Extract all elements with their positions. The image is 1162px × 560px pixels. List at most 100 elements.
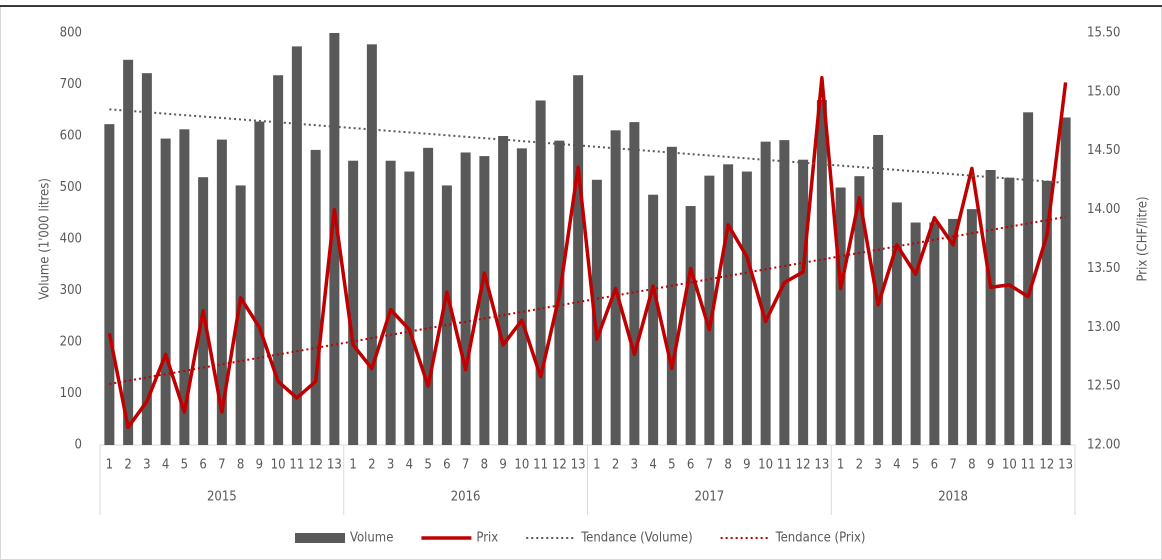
bar xyxy=(779,140,790,445)
x-tick-label: 8 xyxy=(237,458,244,473)
x-tick-label: 8 xyxy=(968,458,975,473)
x-tick-label: 3 xyxy=(143,458,150,473)
y2-axis-label: Prix (CHF/litre) xyxy=(1136,196,1151,281)
x-tick-label: 8 xyxy=(724,458,731,473)
x-tick-label: 12 xyxy=(308,458,323,473)
x-tick-label: 9 xyxy=(256,458,263,473)
bar xyxy=(385,160,396,445)
bar xyxy=(573,75,584,445)
y2-tick-label: 12.50 xyxy=(1087,379,1120,394)
x-group-label: 2018 xyxy=(938,490,968,505)
y2-tick-label: 12.00 xyxy=(1087,438,1120,453)
bar xyxy=(798,159,809,445)
bar xyxy=(498,136,509,445)
x-tick-label: 1 xyxy=(106,458,113,473)
x-tick-label: 3 xyxy=(631,458,638,473)
x-tick-label: 2 xyxy=(856,458,863,473)
bar xyxy=(104,124,115,445)
bar xyxy=(873,134,884,445)
bar xyxy=(629,122,640,445)
bar xyxy=(760,141,771,446)
x-tick-label: 2 xyxy=(612,458,619,473)
bar xyxy=(516,148,527,446)
y-tick-label: 600 xyxy=(60,129,82,144)
x-tick-label: 7 xyxy=(949,458,956,473)
bar xyxy=(329,33,340,445)
x-tick-label: 6 xyxy=(199,458,206,473)
y-tick-label: 300 xyxy=(60,283,82,298)
y-tick-label: 0 xyxy=(75,438,82,453)
y-axis-label: Volume (1'000 litres) xyxy=(38,178,53,300)
bar xyxy=(816,99,827,445)
y2-tick-label: 14.50 xyxy=(1087,143,1120,158)
bar xyxy=(273,75,284,445)
x-tick-label: 4 xyxy=(406,458,413,473)
x-tick-label: 5 xyxy=(668,458,675,473)
bar xyxy=(216,139,227,446)
bar xyxy=(1060,117,1071,446)
x-tick-label: 13 xyxy=(814,458,829,473)
bar xyxy=(441,185,452,445)
legend-swatch xyxy=(295,533,345,543)
bar xyxy=(929,222,940,445)
bar xyxy=(948,218,959,445)
x-group-label: 2017 xyxy=(694,490,724,505)
x-tick-label: 5 xyxy=(912,458,919,473)
bar xyxy=(910,222,921,445)
x-tick-label: 13 xyxy=(1058,458,1073,473)
x-tick-label: 8 xyxy=(481,458,488,473)
y2-tick-label: 15.00 xyxy=(1087,84,1120,99)
y2-tick-label: 14.00 xyxy=(1087,202,1120,217)
x-tick-label: 12 xyxy=(1039,458,1054,473)
bar xyxy=(123,59,134,445)
x-tick-label: 9 xyxy=(987,458,994,473)
x-tick-label: 4 xyxy=(893,458,900,473)
bar xyxy=(291,46,302,445)
y2-tick-label: 13.50 xyxy=(1087,261,1120,276)
x-tick-label: 13 xyxy=(571,458,586,473)
x-tick-label: 10 xyxy=(758,458,773,473)
bar xyxy=(160,138,171,445)
y-tick-label: 500 xyxy=(60,180,82,195)
bar xyxy=(254,121,265,445)
bar xyxy=(723,164,734,445)
y2-tick-label: 15.50 xyxy=(1087,26,1120,41)
x-tick-label: 1 xyxy=(593,458,600,473)
x-tick-label: 5 xyxy=(181,458,188,473)
x-tick-label: 6 xyxy=(931,458,938,473)
x-tick-label: 10 xyxy=(514,458,529,473)
bar xyxy=(141,73,152,446)
x-tick-label: 11 xyxy=(289,458,304,473)
trend-line xyxy=(109,108,1066,184)
x-tick-label: 11 xyxy=(533,458,548,473)
y-tick-label: 400 xyxy=(60,232,82,247)
y2-tick-label: 13.00 xyxy=(1087,320,1120,335)
bar xyxy=(891,202,902,445)
bar xyxy=(835,187,846,445)
bar xyxy=(966,209,977,445)
x-tick-label: 7 xyxy=(706,458,713,473)
bar xyxy=(591,179,602,445)
bar xyxy=(648,194,659,445)
x-tick-label: 11 xyxy=(777,458,792,473)
x-tick-label: 10 xyxy=(1002,458,1017,473)
bar xyxy=(741,171,752,445)
legend-label: Tendance (Volume) xyxy=(580,531,692,546)
y-tick-label: 100 xyxy=(60,386,82,401)
x-tick-label: 1 xyxy=(349,458,356,473)
bar xyxy=(535,100,546,445)
x-tick-label: 13 xyxy=(327,458,342,473)
legend-label: Volume xyxy=(350,531,393,546)
bar xyxy=(1004,177,1015,445)
x-tick-label: 11 xyxy=(1021,458,1036,473)
bar xyxy=(1041,180,1052,445)
x-group-label: 2016 xyxy=(451,490,481,505)
x-tick-label: 3 xyxy=(874,458,881,473)
bar xyxy=(685,206,696,445)
bar xyxy=(985,169,996,446)
legend-label: Tendance (Prix) xyxy=(775,531,866,546)
bar xyxy=(404,171,415,445)
bar xyxy=(666,146,677,445)
y-tick-label: 200 xyxy=(60,335,82,350)
